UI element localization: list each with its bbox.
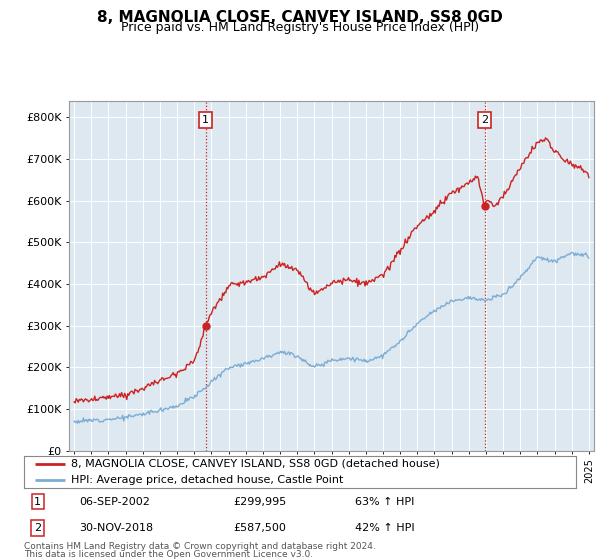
Text: HPI: Average price, detached house, Castle Point: HPI: Average price, detached house, Cast… xyxy=(71,475,343,485)
Text: Price paid vs. HM Land Registry's House Price Index (HPI): Price paid vs. HM Land Registry's House … xyxy=(121,21,479,34)
Text: 8, MAGNOLIA CLOSE, CANVEY ISLAND, SS8 0GD: 8, MAGNOLIA CLOSE, CANVEY ISLAND, SS8 0G… xyxy=(97,10,503,25)
Text: Contains HM Land Registry data © Crown copyright and database right 2024.: Contains HM Land Registry data © Crown c… xyxy=(24,542,376,551)
Text: 1: 1 xyxy=(34,497,41,507)
Text: 1: 1 xyxy=(202,115,209,125)
Text: 42% ↑ HPI: 42% ↑ HPI xyxy=(355,523,415,533)
Text: £299,995: £299,995 xyxy=(234,497,287,507)
Text: 63% ↑ HPI: 63% ↑ HPI xyxy=(355,497,415,507)
Text: 2: 2 xyxy=(481,115,488,125)
Text: 2: 2 xyxy=(34,523,41,533)
Text: 06-SEP-2002: 06-SEP-2002 xyxy=(79,497,150,507)
Text: This data is licensed under the Open Government Licence v3.0.: This data is licensed under the Open Gov… xyxy=(24,550,313,559)
Text: 30-NOV-2018: 30-NOV-2018 xyxy=(79,523,154,533)
Text: £587,500: £587,500 xyxy=(234,523,287,533)
Text: 8, MAGNOLIA CLOSE, CANVEY ISLAND, SS8 0GD (detached house): 8, MAGNOLIA CLOSE, CANVEY ISLAND, SS8 0G… xyxy=(71,459,440,469)
